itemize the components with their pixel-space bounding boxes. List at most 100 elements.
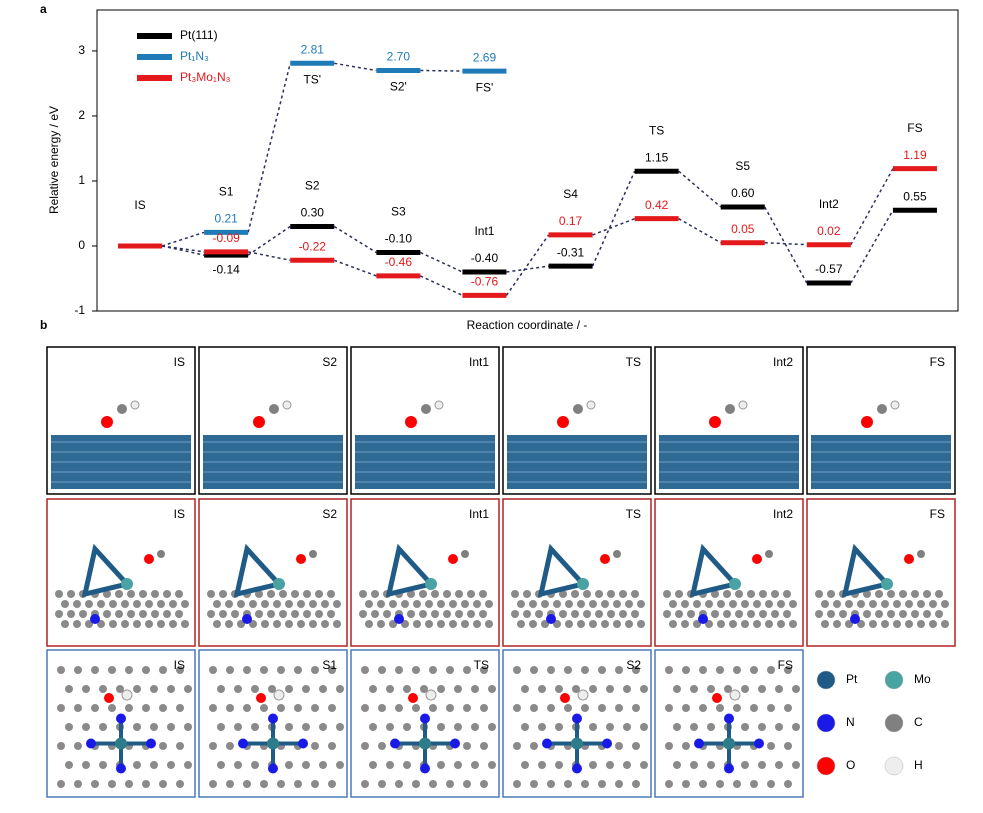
atom	[255, 590, 263, 598]
atom	[176, 666, 184, 674]
atom	[845, 600, 853, 608]
atom	[595, 590, 603, 598]
atom	[632, 666, 640, 674]
atom	[783, 610, 791, 618]
panel-label: b	[40, 318, 47, 332]
atom	[673, 723, 681, 731]
plot-frame	[96, 9, 959, 312]
atom	[285, 761, 293, 769]
value-label: -0.57	[815, 262, 843, 276]
value-label: 0.60	[731, 186, 755, 200]
atom	[723, 737, 735, 750]
atom	[923, 590, 931, 598]
state-label: FS'	[476, 80, 494, 94]
atom	[673, 761, 681, 769]
atom	[513, 742, 521, 750]
atom	[542, 738, 552, 749]
structure-label: Int2	[773, 507, 793, 521]
atom	[420, 685, 428, 693]
atom	[425, 620, 433, 628]
connector	[850, 168, 894, 246]
atom	[226, 704, 234, 712]
value-label: 2.81	[301, 42, 325, 56]
legend-atom	[816, 756, 836, 776]
structure-label: FS	[778, 658, 793, 672]
atom	[619, 590, 627, 598]
atom	[747, 590, 755, 598]
atom	[577, 620, 585, 628]
atom	[268, 763, 278, 774]
atom	[783, 590, 791, 598]
atom	[716, 780, 724, 788]
structure-label: TS	[626, 355, 641, 369]
atom	[623, 685, 631, 693]
atom	[85, 600, 93, 608]
atom	[538, 723, 546, 731]
value-label: 0.21	[214, 212, 238, 226]
atom	[682, 704, 690, 712]
value-label: 2.69	[473, 50, 497, 64]
atom	[911, 590, 919, 598]
atom	[121, 600, 129, 608]
atom	[115, 737, 127, 750]
atom	[729, 689, 741, 701]
atom	[529, 600, 537, 608]
atom	[583, 590, 591, 598]
atom	[530, 780, 538, 788]
cluster	[841, 543, 892, 598]
atom	[538, 761, 546, 769]
atom	[378, 780, 386, 788]
structure-label: TS	[474, 658, 489, 672]
atom	[327, 610, 335, 618]
atom	[157, 550, 165, 558]
atom	[699, 780, 707, 788]
atom	[142, 780, 150, 788]
atom	[821, 600, 829, 608]
atom	[150, 685, 158, 693]
atom	[361, 666, 369, 674]
atom	[446, 704, 454, 712]
atom	[139, 590, 147, 598]
atom	[425, 689, 437, 701]
atom	[789, 600, 797, 608]
atom	[724, 685, 732, 693]
atom	[923, 610, 931, 618]
atom	[615, 666, 623, 674]
structure-label: FS	[930, 355, 945, 369]
atom	[573, 404, 583, 414]
atom	[319, 685, 327, 693]
atom	[530, 742, 538, 750]
atom	[555, 761, 563, 769]
connector	[333, 259, 377, 277]
atom	[480, 742, 488, 750]
atom	[775, 685, 783, 693]
value-label: -0.31	[557, 245, 585, 259]
atom	[741, 723, 749, 731]
atom	[875, 610, 883, 618]
atom	[217, 723, 225, 731]
atom	[296, 554, 306, 564]
cluster	[689, 543, 740, 598]
atom	[589, 685, 597, 693]
atom	[285, 620, 293, 628]
atom	[273, 689, 285, 701]
atom	[767, 666, 775, 674]
atom	[577, 578, 589, 590]
atom	[425, 578, 437, 590]
atom	[517, 600, 525, 608]
atom	[564, 704, 572, 712]
atom	[328, 780, 336, 788]
atom	[443, 590, 451, 598]
atom	[311, 704, 319, 712]
atom	[437, 620, 445, 628]
atom	[234, 685, 242, 693]
atom	[881, 578, 893, 590]
atom	[133, 761, 141, 769]
atom	[260, 780, 268, 788]
atom	[863, 590, 871, 598]
atom	[565, 600, 573, 608]
value-label: 0.55	[903, 189, 927, 203]
state-label: S2'	[390, 80, 407, 94]
atom	[792, 723, 800, 731]
